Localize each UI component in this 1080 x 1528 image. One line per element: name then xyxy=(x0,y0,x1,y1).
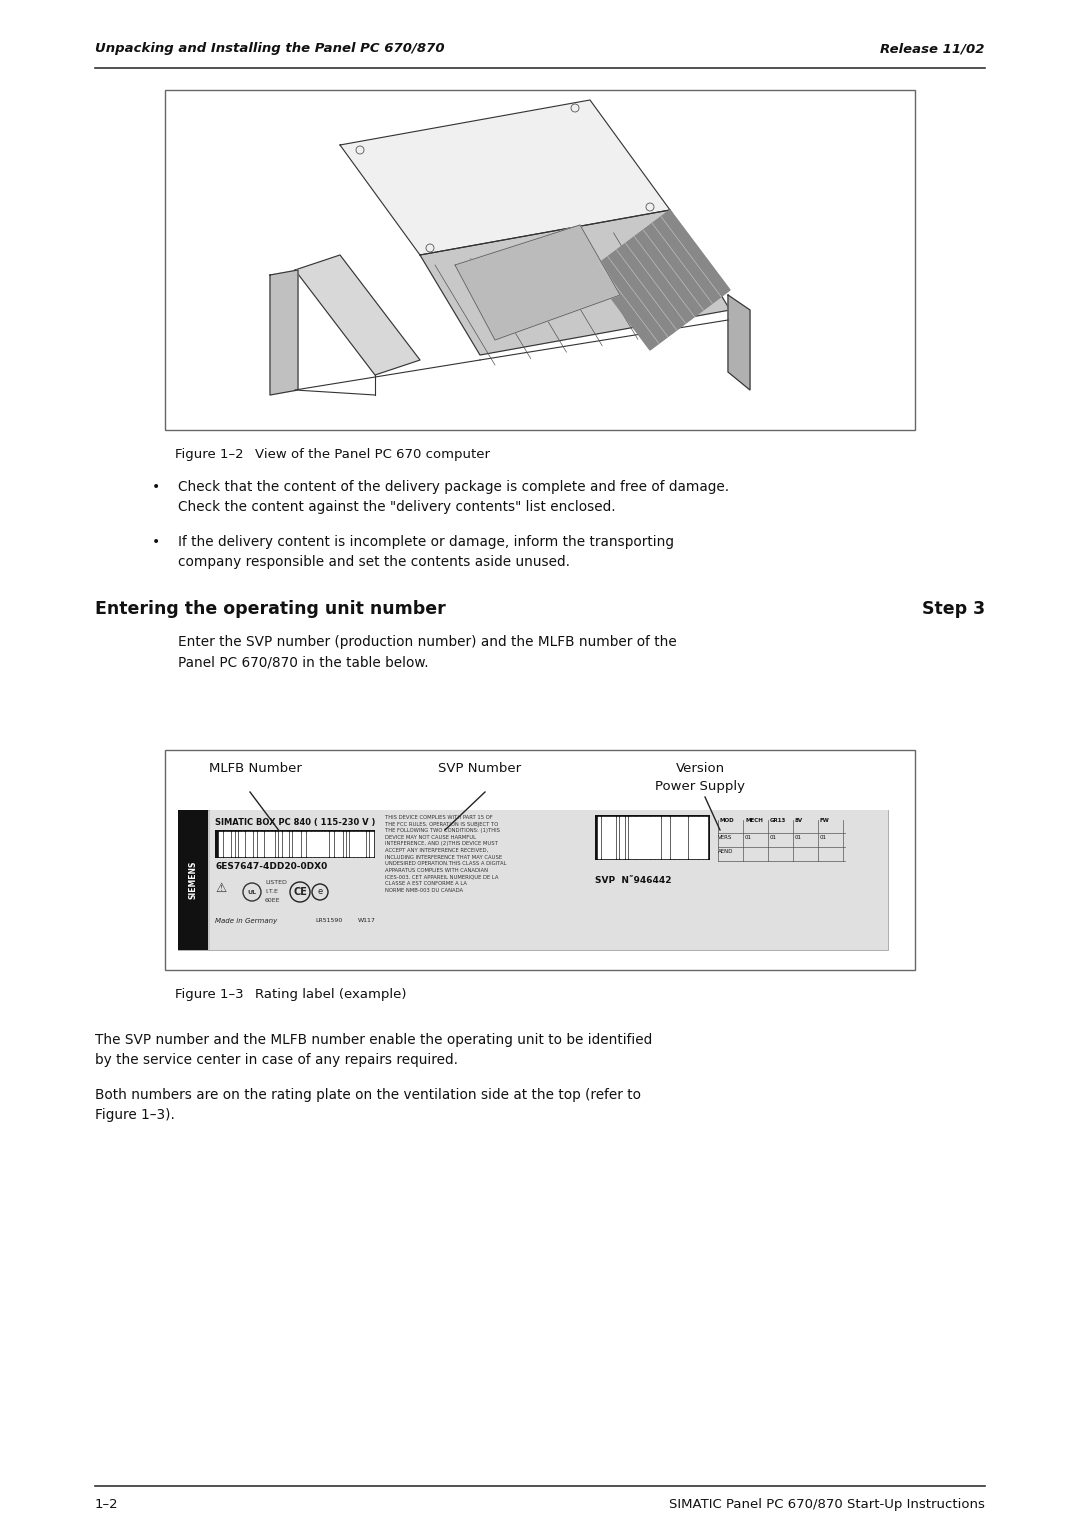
Text: Check that the content of the delivery package is complete and free of damage.: Check that the content of the delivery p… xyxy=(178,480,729,494)
Text: Entering the operating unit number: Entering the operating unit number xyxy=(95,601,446,617)
Text: 01: 01 xyxy=(745,834,752,840)
Text: Unpacking and Installing the Panel PC 670/870: Unpacking and Installing the Panel PC 67… xyxy=(95,41,445,55)
Text: MOD: MOD xyxy=(720,817,734,824)
Text: VERS: VERS xyxy=(718,834,732,840)
Text: THIS DEVICE COMPLIES WITH PART 15 OF
THE FCC RULES. OPERATION IS SUBJECT TO
THE : THIS DEVICE COMPLIES WITH PART 15 OF THE… xyxy=(384,814,507,892)
Text: W117: W117 xyxy=(357,918,376,923)
Text: Panel PC 670/870 in the table below.: Panel PC 670/870 in the table below. xyxy=(178,656,429,669)
Bar xyxy=(178,810,888,950)
Text: CE: CE xyxy=(293,886,307,897)
Text: •: • xyxy=(152,535,160,549)
Polygon shape xyxy=(340,99,670,255)
Text: Both numbers are on the rating plate on the ventilation side at the top (refer t: Both numbers are on the rating plate on … xyxy=(95,1088,642,1102)
Bar xyxy=(215,830,375,859)
Text: SIEMENS: SIEMENS xyxy=(189,860,198,898)
Text: MLFB Number: MLFB Number xyxy=(208,762,301,775)
Text: SIMATIC BOX PC 840 ( 115-230 V ): SIMATIC BOX PC 840 ( 115-230 V ) xyxy=(215,817,376,827)
Bar xyxy=(165,90,915,429)
Text: LISTED: LISTED xyxy=(265,880,287,885)
Text: SVP  N˜946442: SVP N˜946442 xyxy=(595,876,672,885)
Text: FW: FW xyxy=(820,817,829,824)
Text: ⚠: ⚠ xyxy=(215,882,226,895)
Text: The SVP number and the MLFB number enable the operating unit to be identified: The SVP number and the MLFB number enabl… xyxy=(95,1033,652,1047)
Bar xyxy=(178,810,208,950)
Text: SIMATIC Panel PC 670/870 Start-Up Instructions: SIMATIC Panel PC 670/870 Start-Up Instru… xyxy=(670,1497,985,1511)
Text: 60EE: 60EE xyxy=(265,898,281,903)
Text: 01: 01 xyxy=(820,834,827,840)
Text: by the service center in case of any repairs required.: by the service center in case of any rep… xyxy=(95,1053,458,1067)
Text: If the delivery content is incomplete or damage, inform the transporting: If the delivery content is incomplete or… xyxy=(178,535,674,549)
Polygon shape xyxy=(270,270,298,396)
Text: Figure 1–3).: Figure 1–3). xyxy=(95,1108,175,1122)
Text: I.T.E: I.T.E xyxy=(265,889,278,894)
Text: 6ES7647-4DD20-0DX0: 6ES7647-4DD20-0DX0 xyxy=(215,862,327,871)
Text: MECH: MECH xyxy=(745,817,762,824)
Polygon shape xyxy=(728,295,750,390)
Text: GR13: GR13 xyxy=(770,817,786,824)
Text: Check the content against the "delivery contents" list enclosed.: Check the content against the "delivery … xyxy=(178,500,616,513)
Text: Rating label (example): Rating label (example) xyxy=(255,989,406,1001)
Polygon shape xyxy=(455,225,620,341)
Text: Version: Version xyxy=(675,762,725,775)
Text: Figure 1–3: Figure 1–3 xyxy=(175,989,244,1001)
Polygon shape xyxy=(420,209,730,354)
Polygon shape xyxy=(295,255,420,374)
Polygon shape xyxy=(590,209,730,350)
Text: •: • xyxy=(152,480,160,494)
Text: Enter the SVP number (production number) and the MLFB number of the: Enter the SVP number (production number)… xyxy=(178,636,677,649)
Text: e: e xyxy=(318,888,323,897)
Text: Power Supply: Power Supply xyxy=(654,779,745,793)
Text: 01: 01 xyxy=(770,834,777,840)
Text: LR51590: LR51590 xyxy=(315,918,342,923)
Text: AEND: AEND xyxy=(718,850,733,854)
Text: 8V: 8V xyxy=(795,817,804,824)
Text: Step 3: Step 3 xyxy=(922,601,985,617)
Text: View of the Panel PC 670 computer: View of the Panel PC 670 computer xyxy=(255,448,490,461)
Text: Made in Germany: Made in Germany xyxy=(215,918,278,924)
Text: 1–2: 1–2 xyxy=(95,1497,119,1511)
Text: 01: 01 xyxy=(795,834,802,840)
Bar xyxy=(595,814,710,860)
Bar xyxy=(210,810,888,950)
Text: Release 11/02: Release 11/02 xyxy=(880,41,985,55)
Text: UL: UL xyxy=(247,889,257,894)
Bar xyxy=(165,750,915,970)
Text: company responsible and set the contents aside unused.: company responsible and set the contents… xyxy=(178,555,570,568)
Text: Figure 1–2: Figure 1–2 xyxy=(175,448,244,461)
Text: SVP Number: SVP Number xyxy=(438,762,522,775)
